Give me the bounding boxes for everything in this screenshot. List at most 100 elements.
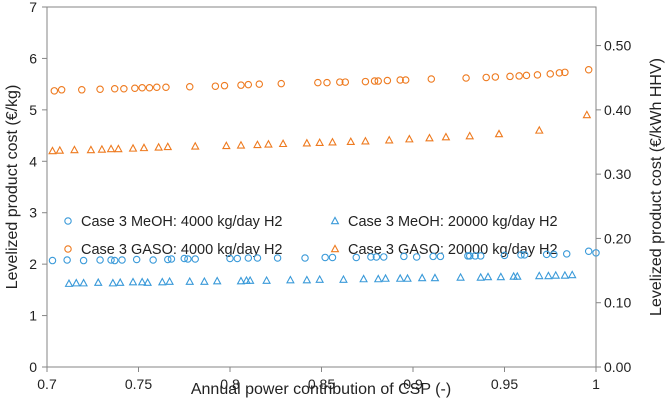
legend-marker: [64, 217, 72, 225]
data-point-meoh-4000: [562, 250, 571, 258]
data-point-gaso-20000: [253, 140, 262, 149]
data-point-gaso-4000: [138, 83, 146, 92]
data-point-meoh-20000: [212, 276, 222, 285]
data-point-gaso-4000: [211, 82, 220, 90]
data-point-gaso-4000: [78, 86, 86, 94]
data-point-gaso-4000: [427, 75, 436, 83]
y-tick-label: 5: [29, 102, 37, 118]
data-point-meoh-20000: [456, 272, 465, 281]
data-point-meoh-4000: [96, 256, 104, 264]
legend: Case 3 MeOH: 4000 kg/day H2 Case 3 MeOH: …: [64, 214, 558, 258]
legend-item: Case 3 GASO: 4000 kg/day H2: [64, 242, 283, 258]
axes-layer: 0.7 0.75 0.8 0.85 0.9 0.95 1 0 1 2 3 4 5 6 7 0.00 0.10 0.…: [29, 0, 631, 392]
data-point-gaso-4000: [131, 84, 139, 93]
data-point-gaso-4000: [336, 78, 344, 86]
data-point-gaso-4000: [584, 65, 593, 74]
data-point-meoh-4000: [436, 252, 445, 261]
data-point-gaso-4000: [277, 79, 285, 88]
y-tick-label: 7: [29, 0, 37, 15]
data-point-meoh-4000: [321, 253, 329, 262]
data-point-gaso-4000: [153, 83, 161, 91]
data-point-meoh-20000: [403, 273, 412, 282]
data-point-meoh-4000: [379, 253, 388, 261]
data-point-gaso-20000: [278, 139, 288, 148]
data-point-meoh-20000: [430, 273, 440, 282]
data-point-meoh-4000: [476, 252, 485, 260]
y2-tick-label: 0.20: [604, 230, 631, 246]
data-point-meoh-4000: [352, 253, 361, 262]
data-point-meoh-20000: [483, 272, 493, 281]
data-point-meoh-4000: [79, 256, 88, 265]
data-point-meoh-20000: [157, 277, 167, 286]
x-tick-label: 0.85: [308, 376, 335, 392]
data-point-gaso-4000: [314, 78, 322, 87]
series-gaso-20000: [48, 110, 592, 155]
data-point-meoh-20000: [236, 276, 246, 285]
data-point-meoh-20000: [551, 270, 561, 279]
data-point-gaso-4000: [491, 73, 500, 81]
legend-marker: [64, 245, 72, 253]
data-point-gaso-20000: [236, 140, 246, 149]
data-point-gaso-20000: [48, 146, 57, 155]
data-point-meoh-20000: [395, 273, 405, 282]
data-point-gaso-4000: [361, 77, 370, 86]
series-meoh-20000: [64, 270, 577, 287]
data-point-gaso-4000: [162, 83, 170, 91]
data-point-meoh-20000: [200, 276, 209, 285]
data-point-meoh-4000: [48, 256, 57, 265]
data-point-gaso-4000: [120, 85, 128, 93]
data-point-meoh-20000: [544, 271, 553, 280]
y2-tick-label: 0.50: [604, 38, 631, 54]
data-point-meoh-20000: [262, 275, 271, 284]
data-point-gaso-4000: [482, 73, 490, 82]
data-point-meoh-20000: [115, 277, 125, 286]
data-point-meoh-20000: [567, 270, 577, 279]
data-point-meoh-20000: [560, 270, 570, 279]
data-point-meoh-4000: [244, 254, 253, 262]
legend-item: Case 3 MeOH: 4000 kg/day H2: [64, 214, 283, 230]
x-tick-label: 1: [592, 376, 600, 392]
y-axis-title: Levelized product cost (€/kg): [4, 85, 21, 290]
y2-tick-label: 0.40: [604, 102, 631, 118]
data-point-gaso-4000: [401, 76, 410, 84]
legend-marker: [330, 216, 340, 225]
data-point-meoh-20000: [302, 275, 312, 284]
data-point-meoh-4000: [226, 254, 234, 263]
data-point-gaso-4000: [96, 85, 104, 94]
data-point-meoh-20000: [108, 278, 118, 287]
x-tick-label: 0.8: [220, 376, 240, 392]
legend-item: Case 3 GASO: 20000 kg/day H2: [330, 242, 558, 258]
data-point-meoh-4000: [167, 255, 176, 263]
data-point-meoh-4000: [149, 256, 157, 264]
data-point-gaso-20000: [441, 132, 451, 141]
data-point-meoh-4000: [273, 254, 282, 262]
y-tick-label: 4: [29, 153, 37, 169]
data-point-gaso-20000: [97, 144, 107, 153]
data-point-meoh-4000: [233, 254, 242, 263]
data-point-gaso-20000: [221, 141, 231, 150]
y-tick-label: 6: [29, 50, 37, 66]
data-point-meoh-20000: [64, 278, 74, 287]
data-point-meoh-20000: [286, 275, 295, 284]
data-point-gaso-4000: [383, 76, 392, 85]
data-point-gaso-4000: [341, 78, 350, 86]
data-point-meoh-4000: [592, 249, 600, 257]
legend-item: Case 3 MeOH: 20000 kg/day H2: [330, 214, 558, 230]
x-tick-label: 0.7: [37, 376, 57, 392]
data-point-gaso-20000: [106, 144, 116, 153]
data-point-meoh-4000: [400, 252, 408, 261]
y-tick-label: 3: [29, 205, 37, 221]
data-marks: [48, 65, 600, 287]
data-point-meoh-20000: [93, 277, 103, 286]
data-point-meoh-4000: [180, 254, 189, 263]
data-point-gaso-20000: [404, 134, 414, 143]
series-gaso-4000: [50, 65, 593, 95]
data-point-gaso-20000: [361, 136, 370, 145]
data-point-gaso-20000: [302, 138, 312, 147]
data-point-gaso-20000: [264, 139, 273, 148]
y2-axis-title: Levelized product cost (€/kWh HHV): [648, 58, 665, 316]
data-point-gaso-4000: [323, 78, 331, 87]
data-point-meoh-4000: [412, 253, 421, 261]
data-point-meoh-4000: [542, 250, 551, 259]
